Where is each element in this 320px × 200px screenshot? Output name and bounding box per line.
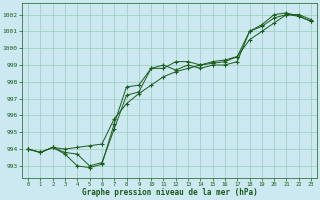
X-axis label: Graphe pression niveau de la mer (hPa): Graphe pression niveau de la mer (hPa) xyxy=(82,188,258,197)
